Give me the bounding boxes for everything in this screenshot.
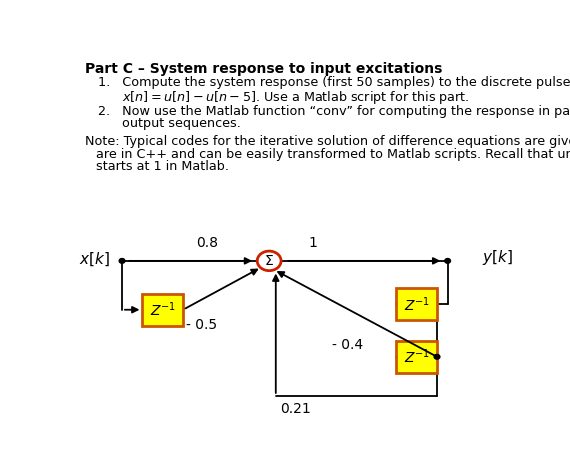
Text: starts at 1 in Matlab.: starts at 1 in Matlab. xyxy=(96,160,229,173)
Circle shape xyxy=(119,258,125,263)
Circle shape xyxy=(257,251,281,271)
Text: $\Sigma$: $\Sigma$ xyxy=(264,254,274,268)
Text: $Z^{-1}$: $Z^{-1}$ xyxy=(404,295,430,313)
Text: $y[k]$: $y[k]$ xyxy=(482,248,513,267)
Text: 2.   Now use the Matlab function “conv” for computing the response in part 1 and: 2. Now use the Matlab function “conv” fo… xyxy=(98,104,570,118)
Text: $Z^{-1}$: $Z^{-1}$ xyxy=(404,347,430,366)
Text: - 0.5: - 0.5 xyxy=(186,318,218,332)
Text: output sequences.: output sequences. xyxy=(122,117,241,130)
Circle shape xyxy=(434,354,440,359)
Text: $Z^{-1}$: $Z^{-1}$ xyxy=(149,300,176,319)
Text: $x[k]$: $x[k]$ xyxy=(79,251,110,268)
Text: 1.   Compute the system response (first 50 samples) to the discrete pulse input : 1. Compute the system response (first 50… xyxy=(98,76,570,89)
Text: - 0.4: - 0.4 xyxy=(332,338,363,352)
FancyBboxPatch shape xyxy=(142,294,183,326)
Text: Part C – System response to input excitations: Part C – System response to input excita… xyxy=(84,62,442,76)
Circle shape xyxy=(445,258,450,263)
Text: 1: 1 xyxy=(309,236,317,250)
FancyBboxPatch shape xyxy=(396,289,437,320)
FancyBboxPatch shape xyxy=(396,341,437,373)
Text: are in C++ and can be easily transformed to Matlab scripts. Recall that unlike C: are in C++ and can be easily transformed… xyxy=(96,148,570,161)
Text: Note: Typical codes for the iterative solution of difference equations are given: Note: Typical codes for the iterative so… xyxy=(84,135,570,148)
Text: 0.21: 0.21 xyxy=(280,402,311,416)
Text: 0.8: 0.8 xyxy=(196,236,218,250)
Text: $x[n] = u[n] - u[n-5]$. Use a Matlab script for this part.: $x[n] = u[n] - u[n-5]$. Use a Matlab scr… xyxy=(122,89,470,106)
